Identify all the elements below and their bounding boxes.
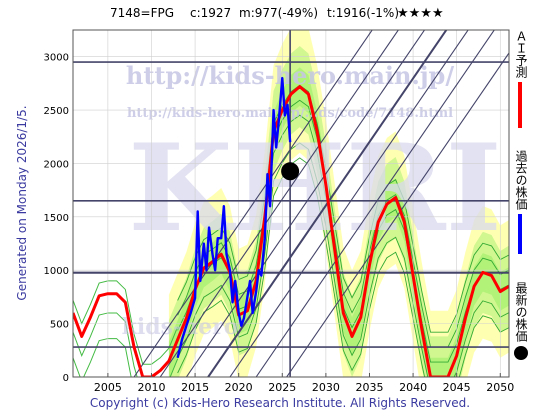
y-tick-label: 1500 <box>44 213 69 224</box>
copyright-notice: Copyright (c) Kids-Hero Research Institu… <box>89 396 471 410</box>
legend-label-past: 過去の株価 <box>514 150 528 210</box>
forecast-line-2 <box>177 142 509 377</box>
x-tick-label: 2020 <box>225 381 253 394</box>
trend-line-6 <box>286 52 509 377</box>
plot-frame <box>72 29 510 378</box>
axes: 2005 2010 2015 2020 2025 2030 2035 2040 2045 2050… <box>44 53 515 394</box>
x-tick-label: 2040 <box>399 381 427 394</box>
series-past_price <box>176 76 292 359</box>
y-tick-label: 0 <box>63 373 69 384</box>
legend-swatch-latest <box>514 346 528 360</box>
grid <box>73 30 509 377</box>
latest-marker-group <box>281 162 300 181</box>
x-tick-label: 2015 <box>181 381 209 394</box>
series-lines <box>73 76 509 377</box>
x-tick-label: 2005 <box>94 381 122 394</box>
trend-lines <box>133 30 509 377</box>
legend-latest-price: 最新の株価 <box>514 282 534 360</box>
legend-label-latest: 最新の株価 <box>514 282 528 342</box>
y-tick-label: 3000 <box>44 53 69 64</box>
forecast-line-5 <box>177 84 509 333</box>
band-early-1 <box>73 312 179 377</box>
trend-line-2 <box>185 30 426 377</box>
rating-stars: ★★★★ <box>397 6 444 21</box>
x-tick-label: 2010 <box>137 381 165 394</box>
x-tick-label: 2050 <box>486 381 514 394</box>
legend-label-ai: ＡＩ予測 <box>514 30 528 78</box>
y-tick-label: 2500 <box>44 106 69 117</box>
y-tick-label: 2000 <box>44 159 69 170</box>
current-price: c:1927 <box>190 6 232 20</box>
x-tick-label: 2025 <box>268 381 296 394</box>
median-price: m:977(-49%) <box>239 6 319 20</box>
trend-line-3 <box>207 30 448 377</box>
trend-line-4 <box>229 30 469 377</box>
forecast-line-1 <box>177 157 509 377</box>
band-early-2 <box>73 280 179 365</box>
series-ai_forecast <box>73 85 509 377</box>
trend-line-5 <box>255 30 495 377</box>
legend-swatch-past <box>518 214 522 254</box>
y-tick-label: 1000 <box>44 266 69 277</box>
chart-title: 7148=FPG c:1927 m:977(-49%) t:1916(-1%) … <box>0 6 560 22</box>
x-tick-label: 2035 <box>355 381 383 394</box>
x-tick-label: 2045 <box>443 381 471 394</box>
legend-ai-forecast: ＡＩ予測 <box>514 30 534 128</box>
legend-past-price: 過去の株価 <box>514 150 534 254</box>
watermark: KHRI http://kids-hero.main.jp/ http://ki… <box>122 61 502 340</box>
legend-swatch-ai <box>518 82 522 128</box>
watermark-big: KHRI <box>128 118 502 259</box>
y-tick-label: 500 <box>50 320 69 331</box>
ticker-code: 7148=FPG <box>110 6 175 20</box>
x-tick-label: 2030 <box>312 381 340 394</box>
latest-price-marker <box>281 162 300 181</box>
generated-date-label: Generated on Monday 2026/1/5. <box>15 105 29 301</box>
trend-line-1 <box>159 30 400 377</box>
target-price: t:1916(-1%) <box>327 6 400 20</box>
trend-line-0 <box>133 30 373 377</box>
